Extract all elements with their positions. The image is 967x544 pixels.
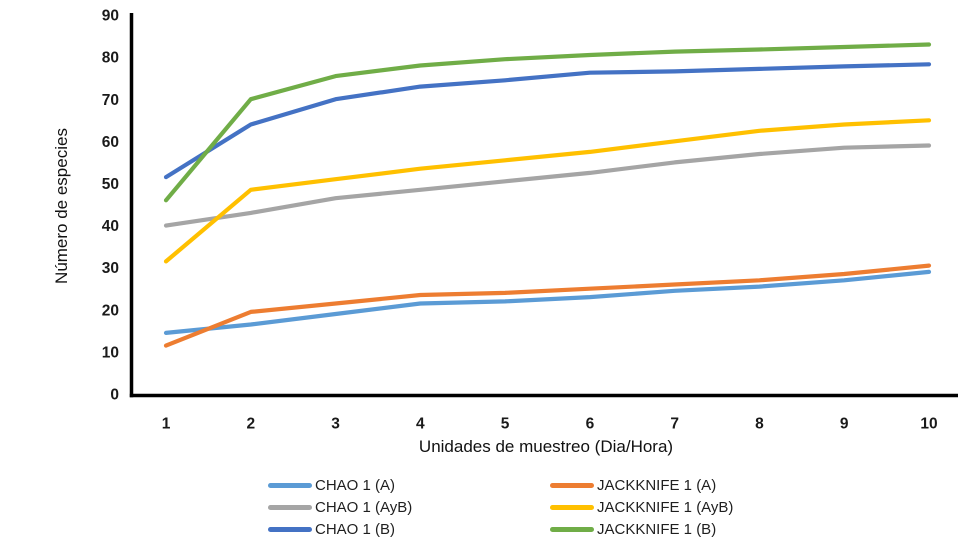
series-line-jackknife-1-b	[163, 42, 932, 203]
legend-color-swatch	[550, 526, 594, 532]
series-line-chao-1-b	[163, 62, 932, 180]
y-tick-label: 30	[102, 260, 119, 277]
y-tick-label: 0	[110, 387, 119, 404]
legend-color-swatch	[550, 504, 594, 510]
legend-color-swatch	[268, 526, 312, 532]
x-tick-label: 1	[162, 416, 171, 433]
y-tick-label: 70	[102, 92, 119, 109]
legend-label: JACKKNIFE 1 (A)	[597, 476, 717, 494]
legend-item-chao-1-ayb: CHAO 1 (AyB)	[268, 496, 550, 518]
legend-color-swatch	[550, 482, 594, 488]
legend-item-chao-1-b: CHAO 1 (B)	[268, 518, 550, 540]
y-axis-title: Número de especies	[52, 128, 71, 284]
series-line-jackknife-1-a	[163, 263, 932, 348]
series-line-jackknife-1-ayb	[163, 118, 932, 264]
legend-label: JACKKNIFE 1 (AyB)	[597, 498, 734, 516]
y-tick-label: 40	[102, 218, 119, 235]
legend-item-jackknife-1-ayb: JACKKNIFE 1 (AyB)	[550, 496, 733, 518]
series-line-chao-1-ayb	[163, 143, 932, 228]
legend-color-swatch	[268, 504, 312, 510]
x-tick-label: 6	[586, 416, 595, 433]
x-tick-label: 9	[840, 416, 849, 433]
legend-color-swatch	[268, 482, 312, 488]
x-tick-label: 5	[501, 416, 510, 433]
legend-label: JACKKNIFE 1 (B)	[597, 520, 717, 538]
y-tick-label: 10	[102, 344, 119, 361]
legend-item-jackknife-1-b: JACKKNIFE 1 (B)	[550, 518, 733, 540]
series-line-chao-1-a	[163, 269, 932, 335]
x-tick-label: 3	[331, 416, 340, 433]
x-tick-label: 10	[920, 416, 937, 433]
x-tick-label: 2	[246, 416, 255, 433]
chart-legend: CHAO 1 (A) JACKKNIFE 1 (A) CHAO 1 (AyB) JAC…	[268, 474, 733, 540]
y-tick-label: 50	[102, 176, 119, 193]
legend-label: CHAO 1 (B)	[315, 520, 396, 538]
x-tick-label: 4	[416, 416, 425, 433]
legend-label: CHAO 1 (AyB)	[315, 498, 413, 516]
y-tick-label: 60	[102, 134, 119, 151]
line-chart: 0 10 20 30 40 50 60 70 80 90 1 2 3 4 5 6 7 8 9 10	[102, 8, 958, 433]
y-tick-label: 20	[102, 302, 119, 319]
x-tick-label: 8	[755, 416, 764, 433]
legend-item-chao-1-a: CHAO 1 (A)	[268, 474, 550, 496]
y-tick-label: 80	[102, 50, 119, 67]
y-tick-label: 90	[102, 8, 119, 25]
x-tick-label: 7	[670, 416, 679, 433]
x-axis-title: Unidades de muestreo (Dia/Hora)	[418, 437, 674, 456]
legend-item-jackknife-1-a: JACKKNIFE 1 (A)	[550, 474, 733, 496]
legend-label: CHAO 1 (A)	[315, 476, 396, 494]
